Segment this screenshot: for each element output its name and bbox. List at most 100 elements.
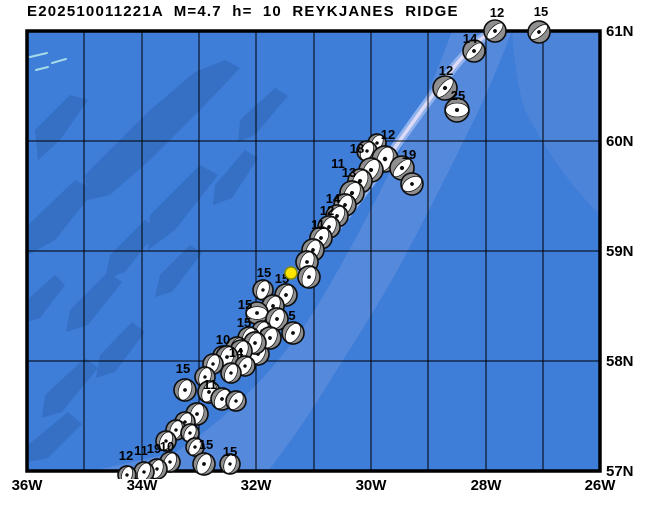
- beachball-day-label: 19: [402, 147, 416, 162]
- y-axis-tick-label: 57N: [606, 463, 634, 480]
- beachball-center-dot: [125, 473, 129, 477]
- focal-mechanism-beachball: [245, 301, 269, 325]
- beachball-day-label: 15: [257, 265, 271, 280]
- beachball-center-dot: [493, 29, 497, 33]
- beachball-center-dot: [207, 390, 211, 394]
- beachball-center-dot: [357, 178, 363, 184]
- beachball-day-label: 15: [238, 297, 252, 312]
- beachball-center-dot: [335, 214, 339, 218]
- contour-dash: [35, 66, 49, 71]
- beachball-day-label: 18: [350, 141, 364, 156]
- map-title: E202510011221A M=4.7 h= 10 REYKJANES RID…: [27, 3, 459, 20]
- bathymetry-patch: [155, 245, 202, 297]
- bathymetry-patch: [85, 60, 240, 200]
- focal-mechanism-beachball: [219, 453, 241, 475]
- beachball-center-dot: [442, 85, 448, 91]
- beachball-center-dot: [311, 248, 315, 252]
- beachball-day-label: 15: [534, 4, 548, 19]
- contour-dash: [29, 52, 48, 58]
- bathymetry-patch: [28, 412, 82, 462]
- beachball-day-label: 15: [237, 315, 251, 330]
- focal-mechanism-beachball: [192, 452, 216, 476]
- focal-mechanism-beachball: [155, 430, 177, 452]
- x-axis-tick-label: 26W: [585, 477, 617, 494]
- focal-mechanism-beachball: [432, 75, 458, 101]
- beachball-day-label: 11: [331, 156, 345, 171]
- beachball-day-label: 12: [439, 63, 453, 78]
- beachball-center-dot: [183, 388, 187, 392]
- beachball-center-dot: [164, 439, 168, 443]
- beachball-center-dot: [239, 349, 243, 353]
- focal-mechanism-beachball: [400, 172, 424, 196]
- beachball-center-dot: [454, 107, 460, 113]
- beachball-day-label: 14: [326, 191, 341, 206]
- contour-dash: [51, 58, 67, 64]
- x-axis-tick-label: 30W: [356, 477, 388, 494]
- beachball-center-dot: [155, 467, 159, 471]
- focal-mechanism-beachball: [185, 437, 205, 457]
- beachball-center-dot: [284, 293, 288, 297]
- beachball-day-label: 15: [176, 361, 190, 376]
- beachball-center-dot: [319, 236, 323, 240]
- bathymetry-patch: [28, 180, 95, 255]
- beachball-day-label: 10: [216, 332, 230, 347]
- focal-mechanism-beachball: [117, 465, 137, 479]
- y-axis-tick-label: 60N: [606, 133, 634, 150]
- focal-mechanism-beachball: [252, 279, 274, 301]
- beachball-center-dot: [253, 341, 257, 345]
- beachball-center-dot: [211, 362, 215, 366]
- beachball-center-dot: [174, 428, 178, 432]
- beachball-center-dot: [307, 275, 311, 279]
- x-axis-tick-label: 28W: [471, 477, 503, 494]
- beachball-center-dot: [410, 182, 414, 186]
- focal-mechanism-beachball: [297, 265, 321, 289]
- beachball-center-dot: [275, 317, 279, 321]
- beachball-day-label: 12: [320, 203, 334, 218]
- beachball-day-label: 14: [463, 31, 478, 46]
- beachball-center-dot: [399, 165, 405, 171]
- beachball-center-dot: [472, 49, 476, 53]
- frame-layer: [25, 29, 602, 473]
- axis-label-layer: 36W 34W 32W 30W 28W 26W 61N 60N 59N 58N 57N: [12, 23, 634, 494]
- beachball-day-label: 25: [451, 88, 465, 103]
- x-axis-tick-label: 32W: [241, 477, 273, 494]
- beachball-center-dot: [255, 311, 259, 315]
- y-axis-tick-label: 58N: [606, 353, 634, 370]
- beachball-center-dot: [229, 371, 233, 375]
- y-axis-tick-label: 59N: [606, 243, 634, 260]
- focal-mechanism-beachball: [281, 321, 305, 345]
- bathymetry-patch: [105, 220, 158, 280]
- bathymetry-patch: [238, 88, 288, 142]
- focal-mechanism-beachball: [527, 20, 551, 44]
- beachball-center-dot: [368, 167, 374, 173]
- bathymetry-patch: [148, 165, 218, 250]
- beachball-center-dot: [291, 331, 295, 335]
- beachball-center-dot: [203, 375, 207, 379]
- beachball-day-label: 15: [199, 437, 213, 452]
- beachball-center-dot: [228, 462, 232, 466]
- beachball-center-dot: [188, 431, 192, 435]
- beachball-day-label: 11: [203, 377, 217, 392]
- beachball-center-dot: [343, 203, 347, 207]
- beachball-day-label: 13: [342, 165, 356, 180]
- beachball-center-dot: [234, 399, 238, 403]
- beachball-day-label: 11: [134, 443, 148, 458]
- beachball-center-dot: [375, 141, 379, 145]
- beachball-day-label: 10: [160, 439, 174, 454]
- beachball-center-dot: [365, 149, 369, 153]
- focal-mechanism-beachball: [220, 362, 242, 384]
- beachball-center-dot: [382, 156, 388, 162]
- beachball-day-label: 19: [147, 441, 161, 456]
- beachball-layer: [117, 19, 551, 479]
- beachball-day-label: 14: [229, 345, 244, 360]
- beachball-day-label: 11: [311, 217, 325, 232]
- beachball-center-dot: [537, 30, 541, 34]
- beachball-day-label: 12: [490, 5, 504, 20]
- event-marker-layer: [284, 266, 298, 280]
- focal-mechanism-beachball: [462, 39, 486, 63]
- bathymetry-patch: [213, 150, 258, 205]
- beachball-center-dot: [220, 397, 224, 401]
- beachball-center-dot: [243, 364, 247, 368]
- bathymetry-patch: [96, 322, 145, 378]
